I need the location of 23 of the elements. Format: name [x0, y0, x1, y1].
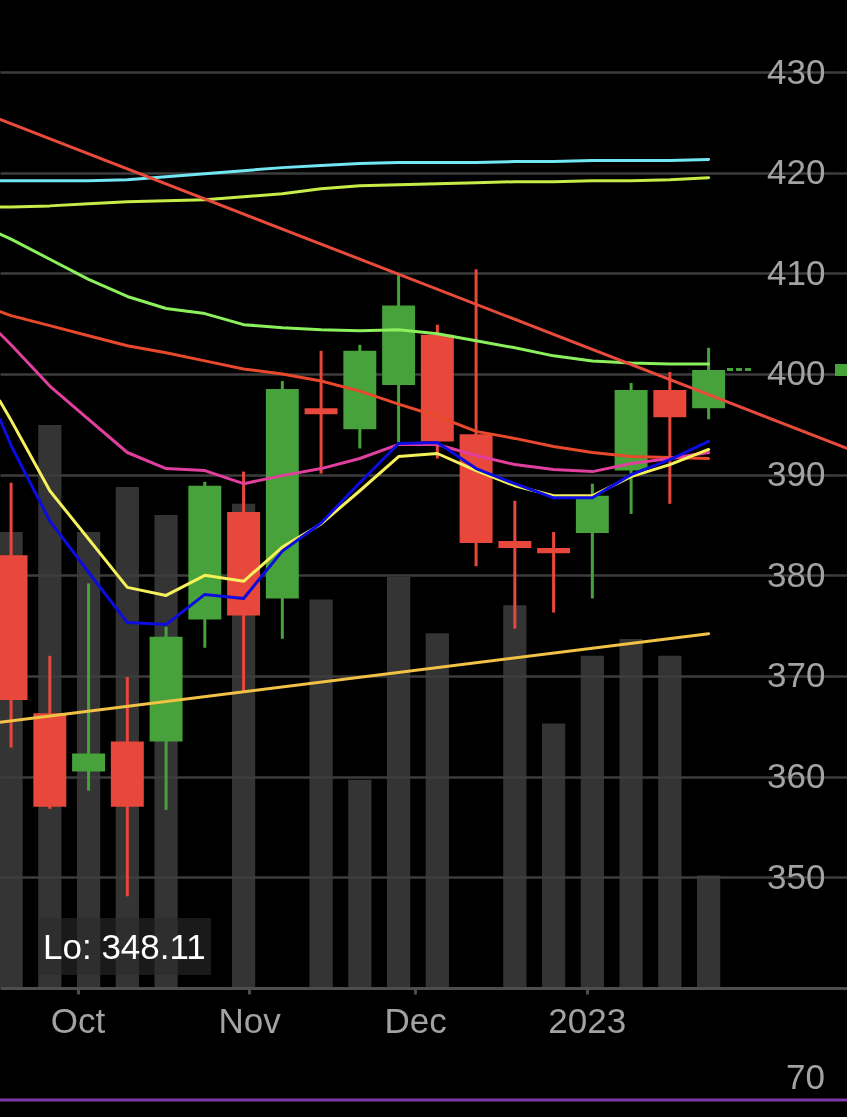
- line-series: [0, 310, 711, 461]
- line-series: [0, 158, 711, 183]
- x-tick-label: Nov: [218, 1000, 282, 1040]
- y-tick-label: 360: [767, 756, 826, 796]
- candlestick: [304, 349, 338, 474]
- line-series: [0, 417, 711, 627]
- line-series: [0, 332, 711, 486]
- y-tick-label: 430: [767, 51, 826, 91]
- annotation: Lo: 348.11: [38, 918, 211, 975]
- y-tick-label: 400: [767, 353, 826, 393]
- line-series: [0, 176, 711, 209]
- y-tick-label: 350: [767, 856, 826, 896]
- y-tick-label: 390: [767, 454, 826, 494]
- x-tick-label: Dec: [384, 1000, 447, 1040]
- y-tick-label: 420: [767, 152, 826, 192]
- line-series: [0, 232, 711, 366]
- x-tick-label: Oct: [50, 1000, 106, 1040]
- text: 70: [786, 1057, 825, 1096]
- y-tick-label: 370: [767, 655, 826, 695]
- y-tick-label: 380: [767, 554, 826, 594]
- candlestick: [537, 532, 571, 613]
- x-tick-label: 2023: [548, 1000, 627, 1040]
- y-tick-label: 410: [767, 252, 826, 292]
